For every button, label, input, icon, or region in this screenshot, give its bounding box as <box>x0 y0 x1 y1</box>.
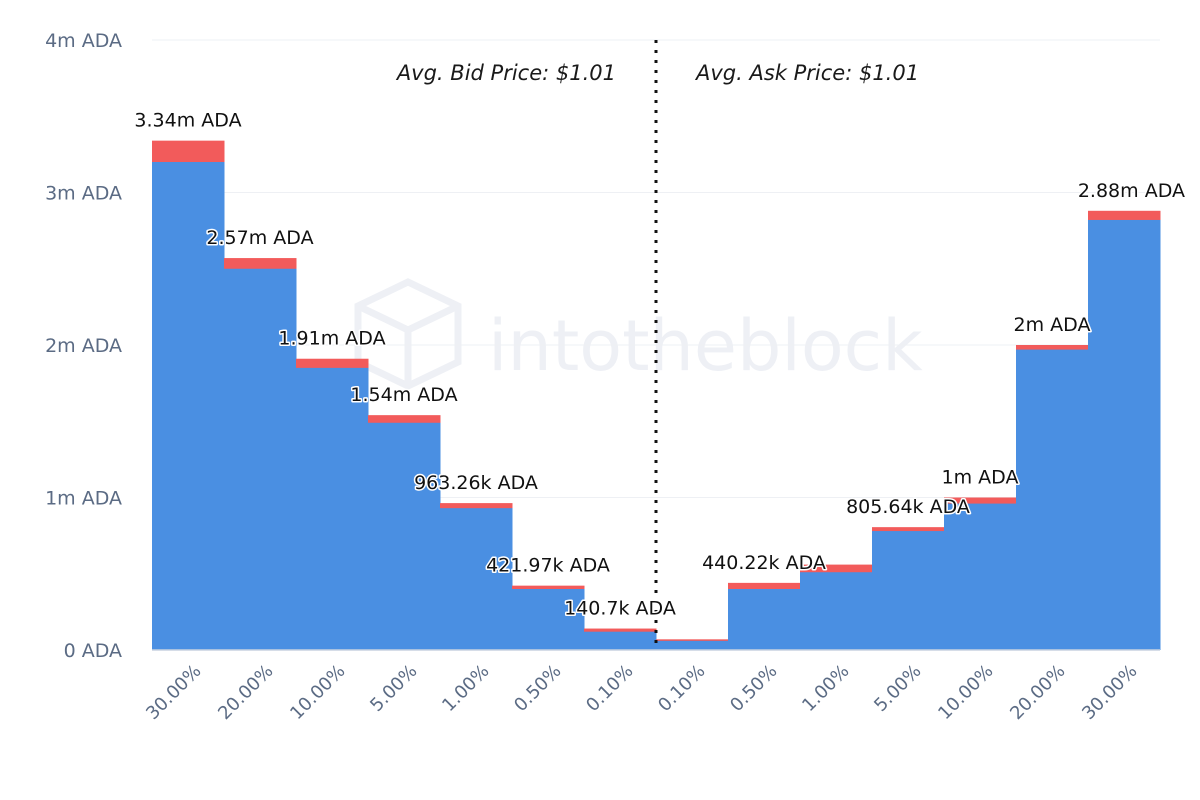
y-tick-label: 1m ADA <box>45 488 122 510</box>
x-tick-label: 10.00% <box>934 661 997 724</box>
bar-base-segment <box>152 162 225 650</box>
x-axis: 30.00% 20.00% 10.00% 5.00% 1.00% 0.50% 0.10% 0.… <box>142 661 1141 724</box>
y-axis: 0 ADA 1m ADA 2m ADA 3m ADA 4m ADA <box>45 30 122 662</box>
avg-ask-price-label: Avg. Ask Price: $1.01 <box>694 61 919 85</box>
y-tick-label: 2m ADA <box>45 335 122 357</box>
x-tick-label: 10.00% <box>286 661 349 724</box>
bar-base-segment <box>656 640 729 650</box>
x-tick-label: 0.10% <box>582 661 637 716</box>
bar-base-segment <box>1088 219 1161 650</box>
bar-base-segment <box>296 367 369 650</box>
bar-base-segment <box>728 589 801 650</box>
data-label: 1m ADA <box>942 467 1019 489</box>
data-label: 3.34m ADA <box>134 110 241 132</box>
data-label: 963.26k ADA <box>414 472 538 494</box>
bar-base-segment <box>512 589 585 650</box>
bar-base-segment <box>872 531 945 650</box>
data-label: 2.57m ADA <box>206 227 313 249</box>
x-tick-label: 20.00% <box>214 661 277 724</box>
bar-base-segment <box>584 631 657 650</box>
x-tick-label: 0.50% <box>510 661 565 716</box>
bar-base-segment <box>440 508 513 650</box>
watermark-text: intotheblock <box>488 305 923 387</box>
x-tick-label: 30.00% <box>1078 661 1141 724</box>
x-tick-label: 30.00% <box>142 661 205 724</box>
x-tick-label: 5.00% <box>870 661 925 716</box>
data-label: 805.64k ADA <box>846 496 970 518</box>
watermark-logo-icon <box>354 278 462 390</box>
x-tick-label: 1.00% <box>438 661 493 716</box>
y-tick-label: 0 ADA <box>64 640 122 662</box>
bar-base-segment <box>368 422 441 650</box>
x-tick-label: 0.50% <box>726 661 781 716</box>
data-labels: 3.34m ADA 2.57m ADA 1.91m ADA 1.54m ADA 963.… <box>133 108 1187 621</box>
data-label: 1.54m ADA <box>350 384 457 406</box>
bar-base-segment <box>1016 349 1089 650</box>
x-tick-label: 0.10% <box>654 661 709 716</box>
data-label: 421.97k ADA <box>486 555 610 577</box>
watermark: intotheblock <box>354 278 923 390</box>
y-tick-label: 4m ADA <box>45 30 122 52</box>
bar-base-segment <box>224 268 297 650</box>
x-tick-label: 1.00% <box>798 661 853 716</box>
bars <box>152 140 1161 651</box>
x-tick-label: 5.00% <box>366 661 421 716</box>
data-label: 2.88m ADA <box>1078 180 1185 202</box>
bar-base-segment <box>800 572 873 650</box>
data-label: 1.91m ADA <box>278 328 385 350</box>
x-tick-label: 20.00% <box>1006 661 1069 724</box>
data-label: 140.7k ADA <box>564 598 676 620</box>
bar-base-segment <box>944 503 1017 650</box>
data-label: 2m ADA <box>1014 314 1091 336</box>
avg-bid-price-label: Avg. Bid Price: $1.01 <box>395 61 616 85</box>
data-label: 440.22k ADA <box>702 552 826 574</box>
y-tick-label: 3m ADA <box>45 183 122 205</box>
